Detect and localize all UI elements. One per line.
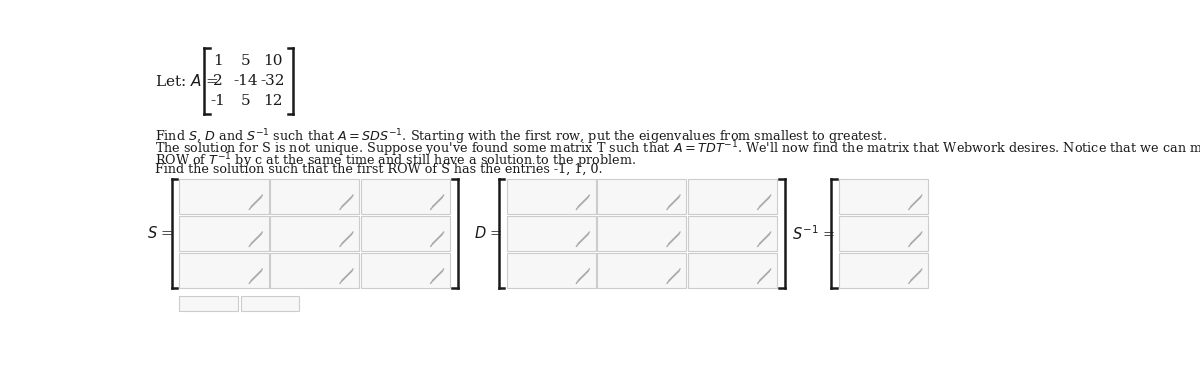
Bar xyxy=(270,216,359,251)
Bar xyxy=(839,179,928,214)
Text: $S$ =: $S$ = xyxy=(146,225,173,241)
Bar xyxy=(598,253,686,288)
Bar xyxy=(361,216,450,251)
Bar xyxy=(688,179,776,214)
Text: The solution for S is not unique. Suppose you've found some matrix T such that $: The solution for S is not unique. Suppos… xyxy=(156,139,1200,159)
Bar xyxy=(361,179,450,214)
Bar xyxy=(180,216,269,251)
Text: -32: -32 xyxy=(260,74,284,88)
Bar xyxy=(180,296,238,311)
Text: $S^{-1}$ =: $S^{-1}$ = xyxy=(792,224,835,243)
Bar xyxy=(506,216,595,251)
Bar xyxy=(688,216,776,251)
Bar xyxy=(598,179,686,214)
Bar xyxy=(688,253,776,288)
Text: Let: $A$ =: Let: $A$ = xyxy=(156,73,220,89)
Bar xyxy=(361,253,450,288)
Text: $D$ =: $D$ = xyxy=(474,225,503,241)
Bar xyxy=(506,253,595,288)
Bar xyxy=(270,179,359,214)
Bar xyxy=(839,216,928,251)
Text: -14: -14 xyxy=(233,74,258,88)
Text: 10: 10 xyxy=(263,54,282,68)
Text: 12: 12 xyxy=(263,94,282,108)
Bar xyxy=(598,216,686,251)
Text: ROW of $T^{-1}$ by c at the same time and still have a solution to the problem.: ROW of $T^{-1}$ by c at the same time an… xyxy=(156,151,637,171)
Text: 2: 2 xyxy=(214,74,223,88)
Text: 1: 1 xyxy=(214,54,223,68)
Bar xyxy=(506,179,595,214)
Text: 5: 5 xyxy=(240,94,250,108)
Bar xyxy=(180,179,269,214)
Text: Find $S$, $D$ and $S^{-1}$ such that $A = SDS^{-1}$. Starting with the first row: Find $S$, $D$ and $S^{-1}$ such that $A … xyxy=(156,127,888,147)
Bar xyxy=(180,253,269,288)
Text: Find the solution such that the first ROW of S has the entries -1, 1, 0.: Find the solution such that the first RO… xyxy=(156,163,604,176)
Bar xyxy=(270,253,359,288)
Bar xyxy=(241,296,299,311)
Text: -1: -1 xyxy=(211,94,226,108)
Text: 5: 5 xyxy=(240,54,250,68)
Bar xyxy=(839,253,928,288)
